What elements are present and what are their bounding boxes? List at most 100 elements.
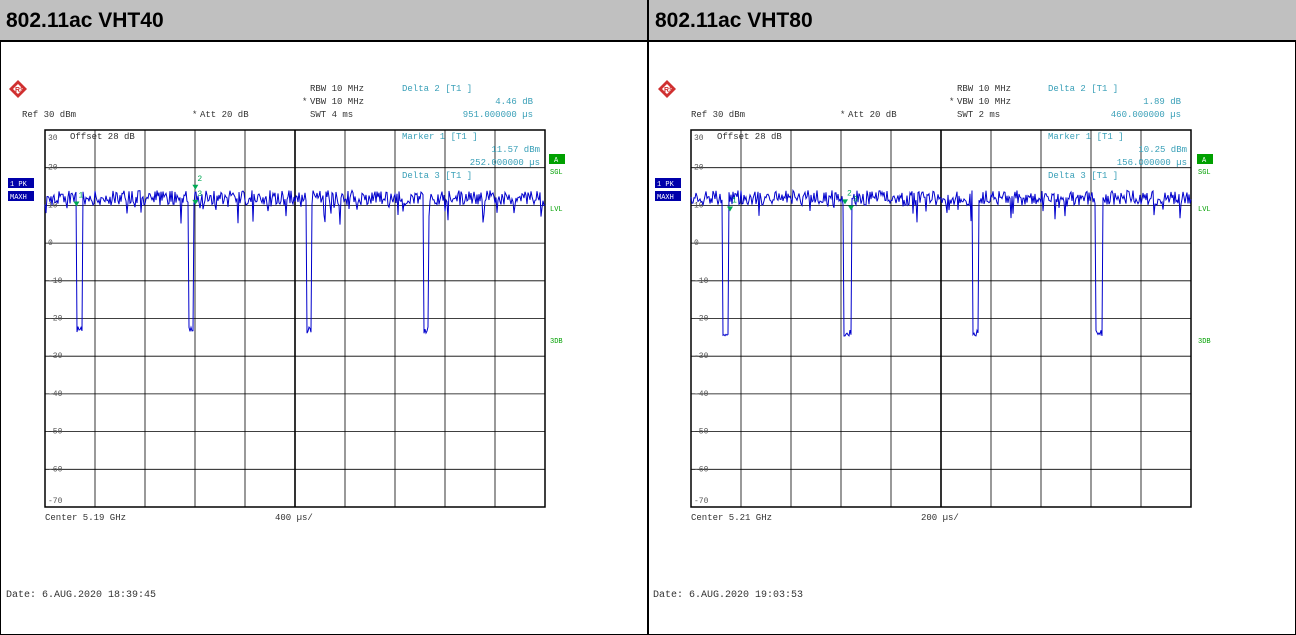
delta2-title: Delta 2 [T1 ] — [1048, 84, 1118, 94]
att-label: Att 20 dB — [848, 110, 897, 120]
rbw-label: RBW 10 MHz — [310, 84, 364, 94]
status-lvl: LVL — [550, 206, 563, 214]
y-tick-label: 20 — [694, 164, 704, 173]
y-tick-label: 30 — [694, 134, 704, 143]
vbw-label: VBW 10 MHz — [957, 97, 1011, 107]
marker-3 — [848, 205, 854, 211]
y-tick-label: -20 — [694, 315, 709, 324]
center-freq-label: Center 5.21 GHz — [691, 513, 772, 523]
y-tick-label: -30 — [48, 352, 63, 361]
marker-label-1: 1 — [79, 191, 84, 200]
status-3db: 3DB — [550, 338, 563, 346]
sweep-span-label: 400 µs/ — [275, 513, 313, 523]
y-tick-label: -70 — [48, 497, 63, 506]
ref-level-label: Ref 30 dBm — [22, 110, 76, 120]
center-freq-label: Center 5.19 GHz — [45, 513, 126, 523]
status-a: A — [554, 157, 559, 165]
trace-label-1: 1 PK — [10, 181, 28, 189]
sweep-span-label: 200 µs/ — [921, 513, 959, 523]
panel-title-right: 802.11ac VHT80 — [655, 9, 813, 32]
y-tick-label: -50 — [48, 428, 63, 437]
marker-label-2: 2 — [197, 175, 202, 184]
vbw-star: * — [302, 97, 307, 107]
y-tick-label: -40 — [48, 390, 63, 399]
marker1-time: 252.000000 µs — [470, 158, 540, 168]
status-a-badge — [549, 154, 565, 164]
trace-line — [690, 188, 1192, 337]
marker1-title: Marker 1 [T1 ] — [402, 132, 478, 142]
status-a: A — [1202, 157, 1207, 165]
status-lvl: LVL — [1198, 206, 1211, 214]
ref-level-label: Ref 30 dBm — [691, 110, 745, 120]
trace-label-box-2 — [655, 191, 681, 201]
date-label: Date: 6.AUG.2020 18:39:45 — [6, 590, 156, 601]
panel-divider — [647, 0, 649, 635]
delta2-time: 951.000000 µs — [463, 110, 533, 120]
marker-label-1: 1 — [732, 196, 737, 205]
status-3db: 3DB — [1198, 338, 1211, 346]
y-tick-label: 20 — [48, 164, 58, 173]
y-tick-label: 0 — [694, 239, 699, 248]
delta2-value: 4.46 dB — [495, 97, 533, 107]
trace-label-box-1 — [655, 178, 681, 188]
y-tick-label: -30 — [694, 352, 709, 361]
panel-header-right: 802.11ac VHT80 — [649, 0, 1296, 42]
trace-label-1: 1 PK — [657, 181, 675, 189]
marker-label-3: 3 — [853, 196, 858, 205]
delta2-time: 460.000000 µs — [1111, 110, 1181, 120]
marker-label-3: 3 — [197, 190, 202, 199]
status-sgl: SGL — [1198, 169, 1211, 177]
y-tick-label: 30 — [48, 134, 58, 143]
rbw-label: RBW 10 MHz — [957, 84, 1011, 94]
panel-header-left: 802.11ac VHT40 — [0, 0, 647, 42]
marker1-value: 10.25 dBm — [1138, 145, 1187, 155]
vbw-label: VBW 10 MHz — [310, 97, 364, 107]
att-label: Att 20 dB — [200, 110, 249, 120]
analyzer-screen-right: RS RBW 10 MHz * VBW 10 MHz SWT 2 ms Ref … — [653, 80, 1213, 601]
trace-label-2: MAXH — [10, 194, 27, 202]
y-tick-label: -10 — [48, 277, 63, 286]
marker-2 — [192, 184, 199, 190]
analyzer-screen-left: RS RBW 10 MHz * VBW 10 MHz SWT 4 ms Ref … — [6, 80, 565, 601]
swt-label: SWT 4 ms — [310, 110, 353, 120]
y-tick-label: -70 — [694, 497, 709, 506]
delta2-title: Delta 2 [T1 ] — [402, 84, 472, 94]
analyzer-panel-left: RS RBW 10 MHz * VBW 10 MHz SWT 4 ms Ref … — [0, 44, 646, 634]
y-tick-label: 0 — [48, 239, 53, 248]
status-a-badge — [1197, 154, 1213, 164]
offset-label: Offset 28 dB — [717, 132, 782, 142]
delta3-title: Delta 3 [T1 ] — [402, 171, 472, 181]
att-star: * — [840, 110, 845, 120]
marker-2 — [842, 199, 848, 205]
offset-label: Offset 28 dB — [70, 132, 135, 142]
panel-title-left: 802.11ac VHT40 — [6, 9, 164, 32]
y-tick-label: -10 — [694, 277, 709, 286]
rohde-schwarz-logo: RS — [9, 80, 27, 98]
trace-label-2: MAXH — [657, 194, 674, 202]
plot-area: 30 20 10 0 -10 -20 -30 -40 -50 -60 -70 1 23 — [690, 129, 1192, 508]
swt-label: SWT 2 ms — [957, 110, 1000, 120]
y-tick-label: -40 — [694, 390, 709, 399]
y-tick-label: 10 — [694, 201, 704, 210]
analyzer-panel-right: RS RBW 10 MHz * VBW 10 MHz SWT 2 ms Ref … — [649, 44, 1295, 634]
delta3-title: Delta 3 [T1 ] — [1048, 171, 1118, 181]
trace-line — [44, 189, 546, 335]
marker-1 — [727, 206, 733, 212]
marker1-title: Marker 1 [T1 ] — [1048, 132, 1124, 142]
vbw-star: * — [949, 97, 954, 107]
marker-1 — [73, 201, 80, 207]
marker-label-2: 2 — [847, 189, 852, 198]
y-tick-label: -50 — [694, 428, 709, 437]
marker1-value: 11.57 dBm — [491, 145, 540, 155]
delta2-value: 1.89 dB — [1143, 97, 1181, 107]
y-tick-label: -60 — [48, 465, 63, 474]
att-star: * — [192, 110, 197, 120]
status-sgl: SGL — [550, 169, 563, 177]
marker1-time: 156.000000 µs — [1117, 158, 1187, 168]
svg-text:RS: RS — [15, 87, 25, 94]
y-tick-label: 10 — [48, 201, 58, 210]
svg-text:RS: RS — [664, 87, 674, 94]
rohde-schwarz-logo: RS — [658, 80, 676, 98]
y-tick-label: -60 — [694, 465, 709, 474]
